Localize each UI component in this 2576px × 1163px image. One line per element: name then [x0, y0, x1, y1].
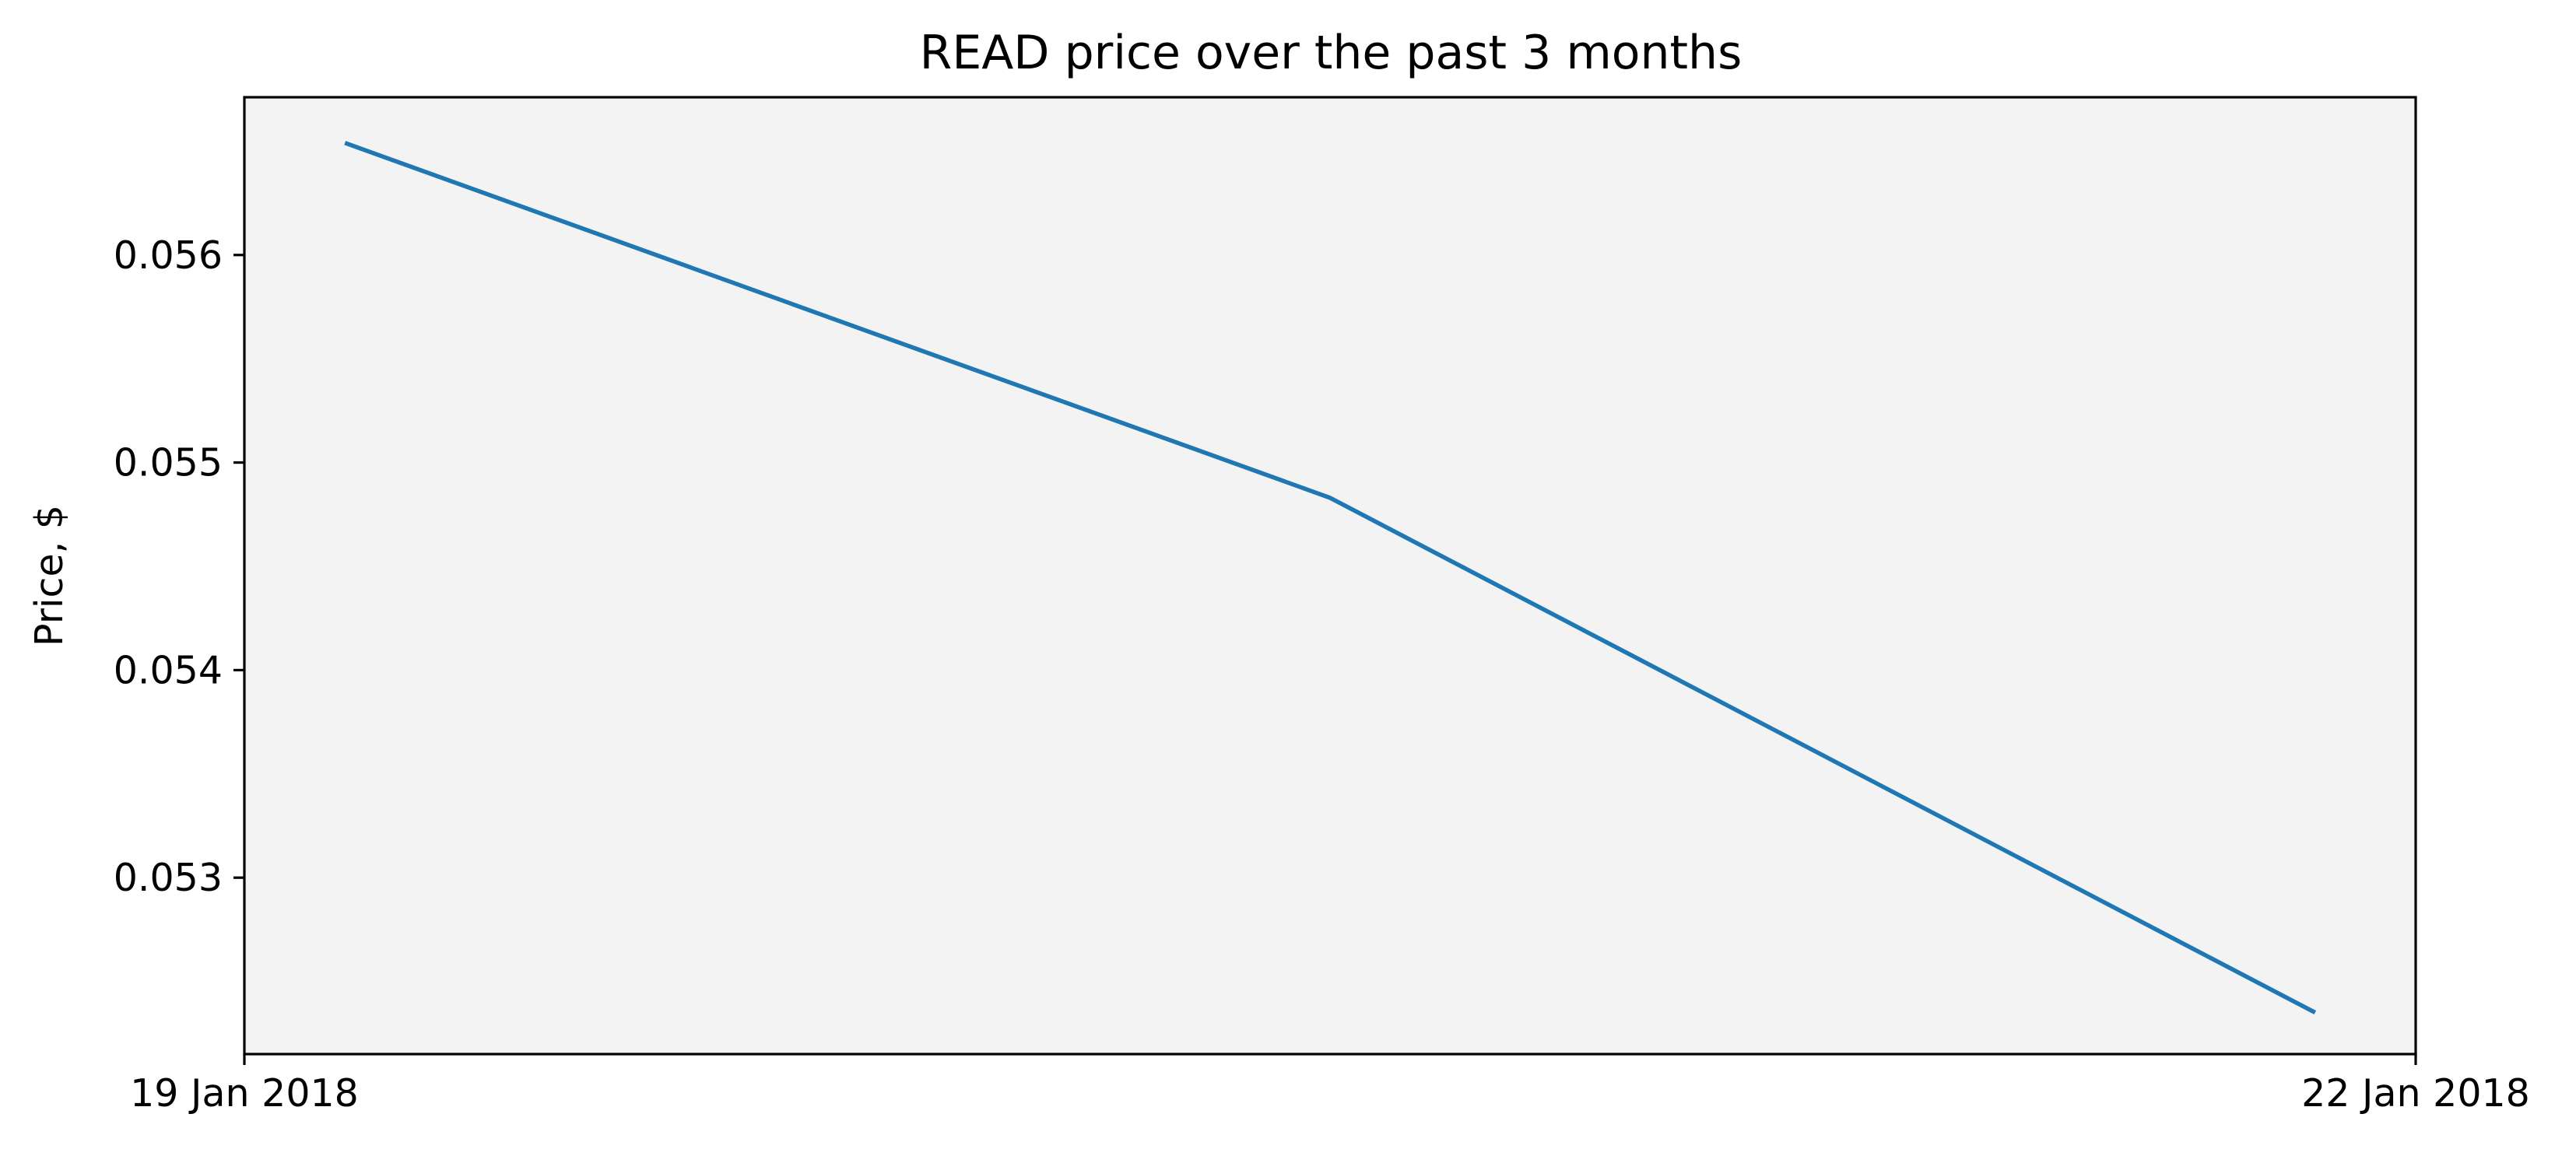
price-line-series-0	[344, 141, 2317, 1015]
plot-frame	[243, 96, 2417, 1056]
y-tick-label: 0.055	[114, 441, 223, 485]
x-tick-label: 22 Jan 2018	[2301, 1071, 2530, 1116]
chart-title: READ price over the past 3 months	[920, 26, 1742, 80]
plot-area	[244, 97, 2416, 1054]
y-tick-label: 0.056	[114, 233, 223, 278]
x-tick-label: 19 Jan 2018	[130, 1071, 359, 1116]
y-tick-label: 0.053	[114, 856, 223, 900]
y-axis-label: Price, $	[27, 505, 72, 646]
y-tick-label: 0.054	[114, 648, 223, 692]
